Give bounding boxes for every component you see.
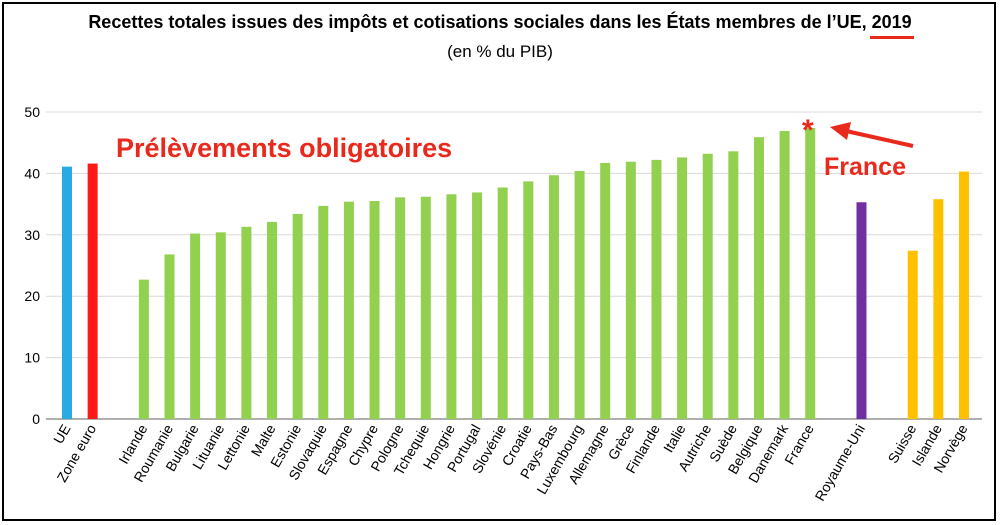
bar-estonie xyxy=(292,213,303,419)
chart-title-year-text: 2019 xyxy=(871,12,912,32)
bar-lettonie xyxy=(241,226,252,419)
year-underline xyxy=(869,36,914,39)
chart-title-year: 2019 xyxy=(869,12,914,39)
france-callout: France xyxy=(824,153,906,181)
bar-pologne xyxy=(395,197,406,419)
bar-malte xyxy=(267,221,278,419)
bar-finlande xyxy=(651,159,662,419)
bar-tchequie xyxy=(420,196,431,419)
chart-subtitle: (en % du PIB) xyxy=(447,42,553,61)
bar-ue xyxy=(62,166,72,419)
france-marker: * xyxy=(802,114,814,147)
chart-title-text: Recettes totales issues des impôts et co… xyxy=(88,12,872,32)
bar-suisse xyxy=(907,250,918,419)
bar-luxembourg xyxy=(574,170,585,419)
y-tick-label: 20 xyxy=(24,288,40,304)
y-tick-label: 50 xyxy=(24,104,40,120)
bar-france xyxy=(805,127,816,420)
chart-title: Recettes totales issues des impôts et co… xyxy=(0,12,1000,39)
annotation-label: Prélèvements obligatoires xyxy=(116,133,452,163)
bars xyxy=(62,127,969,420)
y-tick-label: 40 xyxy=(24,165,40,181)
bar-portugal xyxy=(472,192,483,419)
bar-su-de xyxy=(728,151,739,419)
bar-lituanie xyxy=(215,232,226,419)
bar-espagne xyxy=(343,201,354,419)
bar-allemagne xyxy=(600,162,611,419)
bar-islande xyxy=(933,199,944,419)
bar-belgique xyxy=(753,137,764,419)
bar-irlande xyxy=(138,279,149,419)
bar-autriche xyxy=(702,153,713,419)
bar-slovaquie xyxy=(318,205,329,419)
bar-pays-bas xyxy=(548,175,559,419)
bar-hongrie xyxy=(446,194,457,419)
france-arrow-head xyxy=(830,122,851,140)
bar-croatie xyxy=(523,181,534,419)
bar-roumanie xyxy=(164,254,175,419)
y-tick-label: 30 xyxy=(24,227,40,243)
x-tick-label: Royaume-Uni xyxy=(811,422,868,504)
y-tick-label: 10 xyxy=(24,350,40,366)
bar-gr-ce xyxy=(625,161,636,419)
france-arrow xyxy=(830,122,914,148)
x-tick-label: UE xyxy=(50,422,74,447)
bar-italie xyxy=(677,157,688,419)
y-tick-label: 0 xyxy=(32,411,40,427)
bar-norv-ge xyxy=(959,171,969,419)
y-axis: 0 10 20 30 40 50 xyxy=(24,104,40,427)
bar-royaume-uni xyxy=(856,202,867,419)
bar-chypre xyxy=(369,201,380,419)
gridlines xyxy=(46,111,982,420)
france-arrow-line xyxy=(845,129,914,148)
bar-danemark xyxy=(779,131,790,419)
bar-zone-euro xyxy=(87,163,98,419)
bar-slov-nie xyxy=(497,187,508,419)
bar-bulgarie xyxy=(190,233,201,419)
